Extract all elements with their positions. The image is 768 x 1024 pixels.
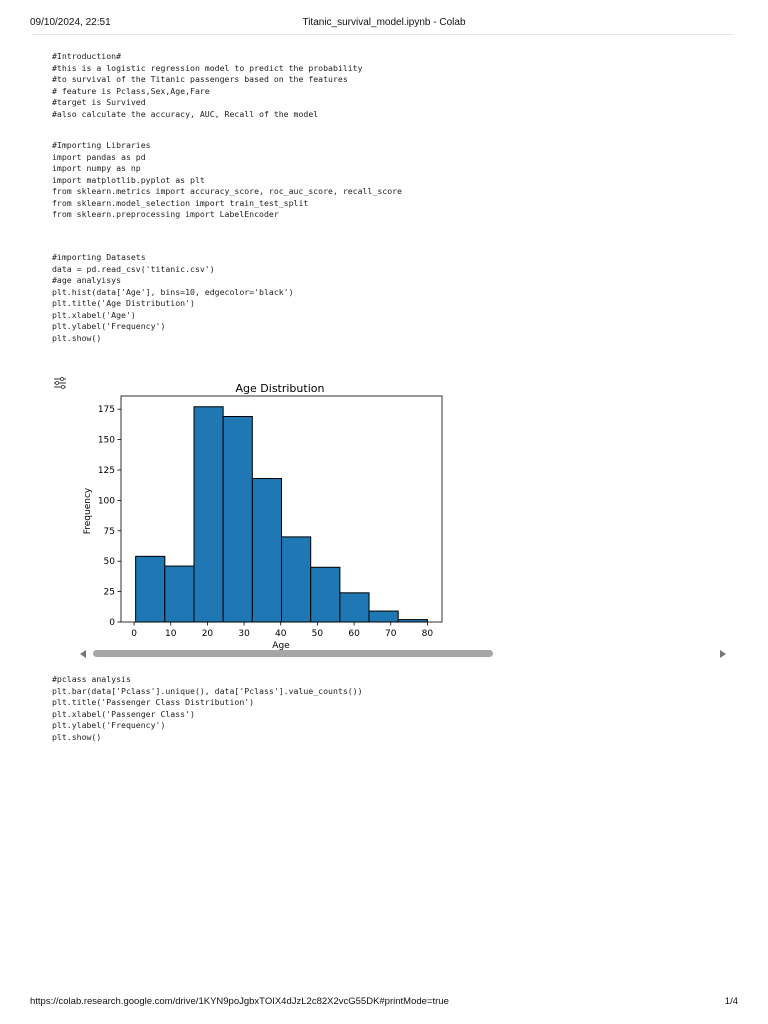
y-tick-label: 150 — [98, 436, 115, 446]
x-tick-label: 0 — [131, 629, 137, 639]
histogram-bar — [164, 565, 195, 623]
code-cell-age-analysis[interactable]: #importing Datasets data = pd.read_csv('… — [52, 252, 294, 343]
chart-axes — [120, 395, 443, 623]
header-divider — [32, 34, 734, 35]
x-tick-label: 40 — [275, 629, 287, 639]
x-tick-label: 60 — [348, 629, 360, 639]
y-axis-label: Frequency — [83, 487, 93, 534]
histogram-bar — [310, 566, 341, 623]
histogram-bar — [222, 415, 253, 623]
scroll-right-arrow-icon[interactable] — [720, 650, 726, 658]
footer-url: https://colab.research.google.com/drive/… — [30, 996, 449, 1007]
page-header: 09/10/2024, 22:51 Titanic_survival_model… — [0, 0, 768, 34]
x-tick-label: 30 — [238, 629, 250, 639]
x-tick-label: 50 — [312, 629, 324, 639]
y-tick-label: 75 — [104, 527, 115, 537]
histogram-bar — [135, 555, 166, 623]
code-cell-pclass-analysis[interactable]: #pclass analysis plt.bar(data['Pclass'].… — [52, 674, 363, 742]
chart-ticks: 0 10 20 30 40 50 60 70 80 0 25 50 75 100 125 150 175 — [98, 405, 434, 639]
chart-title: Age Distribution — [236, 382, 325, 395]
scroll-left-arrow-icon[interactable] — [80, 650, 86, 658]
age-distribution-chart: Age Distribution 0 10 20 30 40 50 60 70 80 0 25 50 7… — [83, 382, 443, 650]
y-tick-label: 175 — [98, 405, 115, 415]
y-tick-label: 100 — [98, 496, 115, 506]
histogram-bar — [339, 592, 370, 623]
y-tick-label: 50 — [104, 557, 116, 567]
x-tick-label: 10 — [165, 629, 177, 639]
page-title: Titanic_survival_model.ipynb - Colab — [302, 17, 466, 28]
output-settings-icon[interactable] — [52, 376, 68, 390]
code-cell-introduction[interactable]: #Introduction# #this is a logistic regre… — [52, 51, 363, 119]
y-tick-label: 0 — [109, 618, 115, 628]
x-tick-label: 70 — [385, 629, 397, 639]
scrollbar-thumb[interactable] — [93, 650, 493, 657]
y-tick-label: 25 — [104, 588, 115, 598]
histogram-bar — [251, 478, 283, 623]
x-tick-label: 80 — [422, 629, 434, 639]
code-cell-imports[interactable]: #Importing Libraries import pandas as pd… — [52, 140, 402, 219]
histogram-bars — [135, 406, 428, 623]
print-datetime: 09/10/2024, 22:51 — [30, 17, 111, 28]
plot-frame — [120, 395, 443, 623]
x-tick-label: 20 — [202, 629, 214, 639]
page-number: 1/4 — [724, 996, 738, 1007]
x-axis-label: Age — [272, 641, 290, 650]
y-tick-label: 125 — [98, 466, 115, 476]
histogram-bar — [193, 406, 224, 623]
output-horizontal-scrollbar[interactable] — [80, 648, 728, 660]
histogram-bar — [281, 536, 312, 623]
histogram-bar — [368, 610, 399, 623]
